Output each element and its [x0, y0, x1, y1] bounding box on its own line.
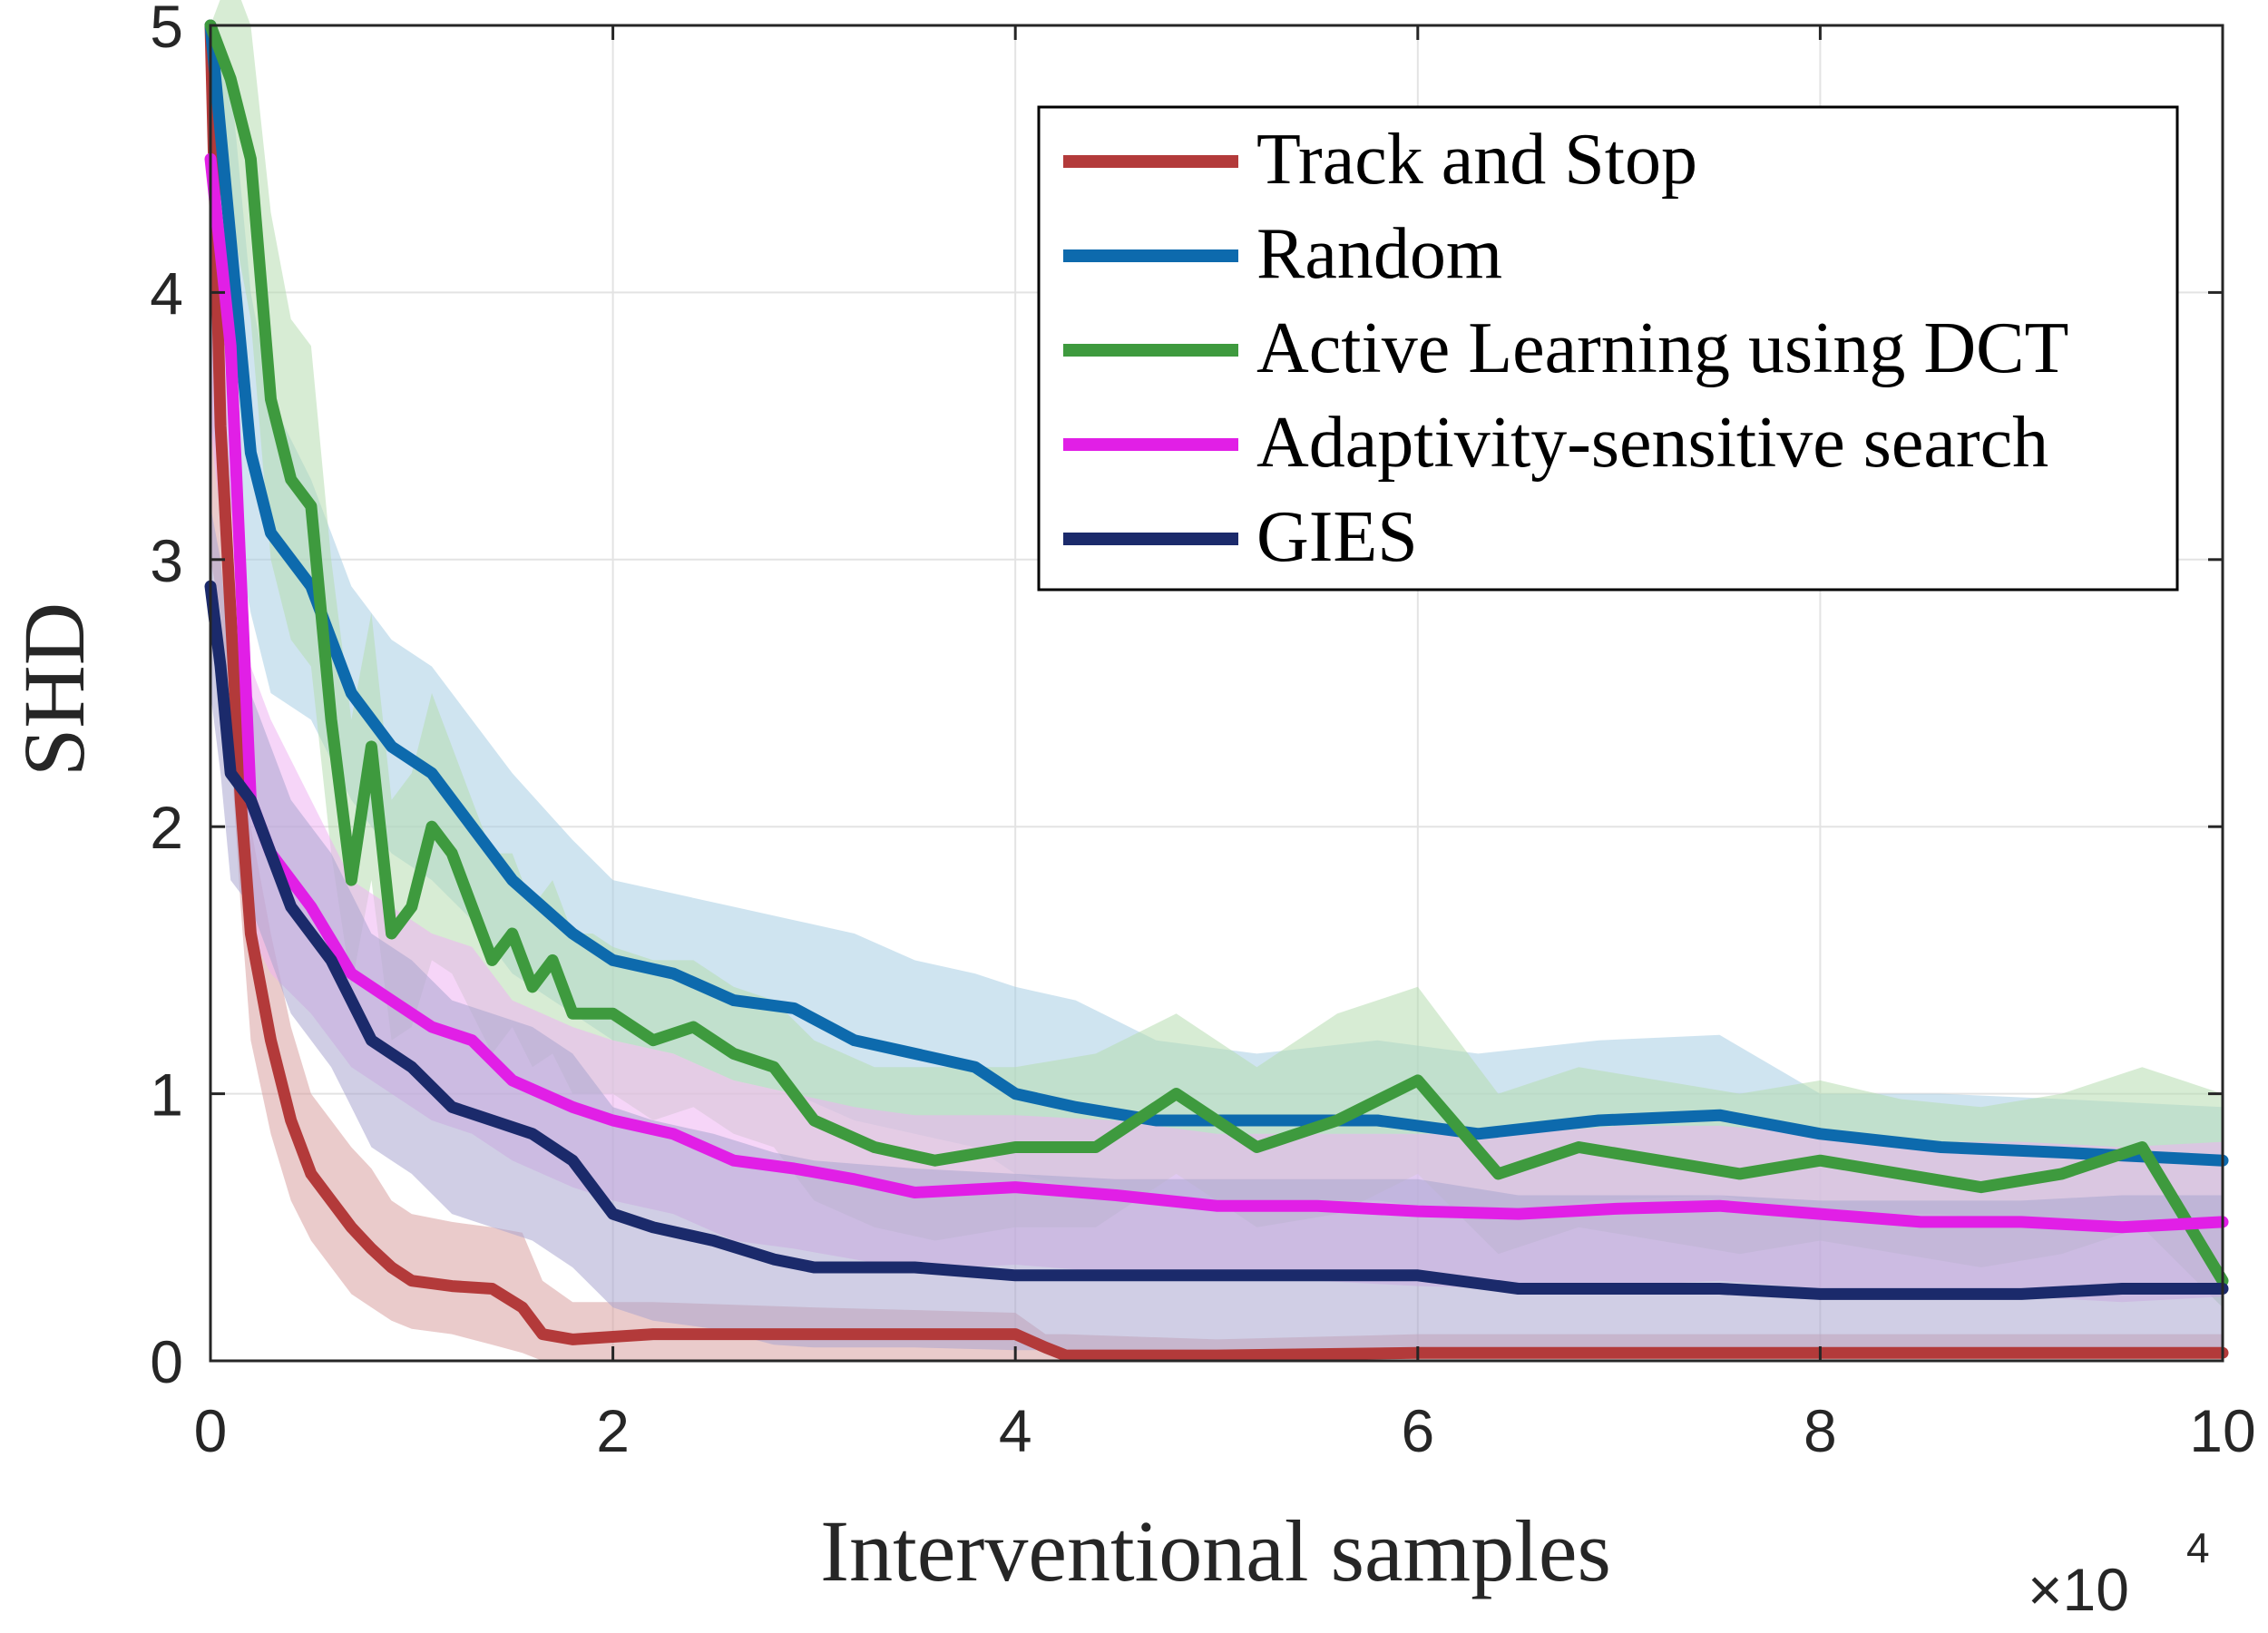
y-tick-label: 1	[150, 1061, 183, 1129]
x-tick-label: 0	[194, 1397, 228, 1464]
gies-line	[204, 580, 2229, 1300]
x-tick-label: 8	[1804, 1397, 1837, 1464]
y-tick-label: 0	[150, 1328, 183, 1395]
y-tick-label: 3	[150, 527, 183, 594]
x-tick-label: 4	[999, 1397, 1032, 1464]
axis-tick-labels: 0 2 4 6 8 10 0 1 2 3 4 5	[150, 0, 2255, 1464]
axis-ticks	[209, 24, 2224, 1363]
track-and-stop-band	[210, 25, 2223, 1361]
x-axis-title: Interventional samples	[820, 1502, 1611, 1599]
legend-label: GIES	[1256, 497, 1418, 577]
legend-label: Track and Stop	[1256, 120, 1697, 200]
x-tick-label: 2	[596, 1397, 630, 1464]
legend-label: Active Learning using DCT	[1256, 308, 2068, 388]
random-band	[210, 25, 2223, 1227]
x-exponent-power: 4	[2186, 1524, 2210, 1571]
legend-label: Random	[1256, 214, 1502, 294]
x-tick-label: 6	[1401, 1397, 1434, 1464]
y-tick-label: 2	[150, 794, 183, 861]
x-exponent-label: ×10	[2028, 1556, 2129, 1623]
track-and-stop-line	[204, 19, 2229, 1362]
x-tick-label: 10	[2189, 1397, 2255, 1464]
y-tick-label: 4	[150, 259, 183, 327]
legend-label: Adaptivity-sensitive search	[1256, 403, 2048, 483]
random-line	[204, 19, 2229, 1167]
active-learning-using-dct-band	[210, 0, 2223, 1308]
series-lines	[204, 19, 2229, 1362]
active-learning-using-dct-line	[204, 19, 2229, 1287]
adaptivity-sensitive-search-line	[204, 152, 2229, 1234]
confidence-bands	[210, 0, 2223, 1361]
legend: Track and Stop Random Active Learning usin…	[1037, 105, 2179, 592]
y-tick-label: 5	[150, 0, 183, 60]
gies-band	[210, 505, 2223, 1356]
y-axis-title: SHD	[5, 602, 103, 777]
plot-area-frame	[209, 24, 2224, 1363]
adaptivity-sensitive-search-band	[210, 159, 2223, 1303]
